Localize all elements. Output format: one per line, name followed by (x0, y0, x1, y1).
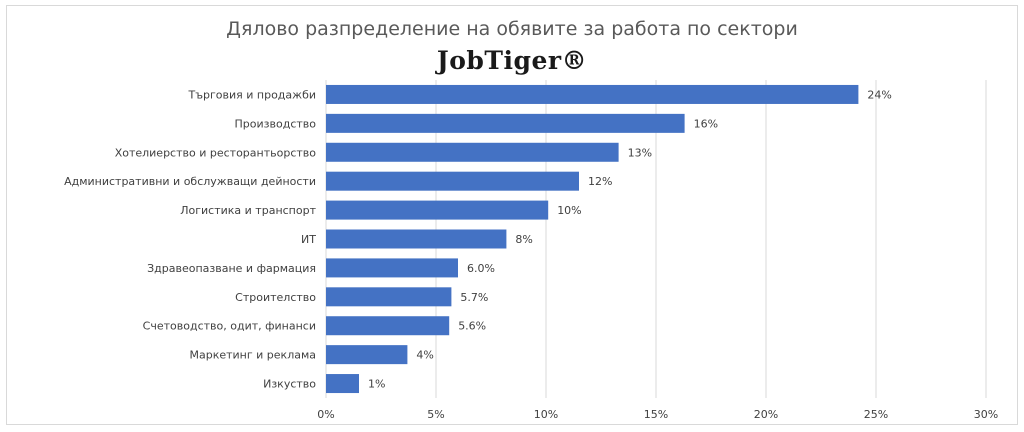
category-label: Административни и обслужващи дейности (64, 175, 316, 188)
category-label: Маркетинг и реклама (190, 349, 317, 362)
x-tick-label: 5% (427, 408, 444, 421)
data-label: 5.7% (460, 291, 488, 304)
category-label: Логистика и транспорт (180, 204, 316, 217)
bar (326, 171, 579, 191)
data-label: 5.6% (458, 320, 486, 333)
data-label: 8% (515, 233, 532, 246)
bar (326, 345, 408, 365)
data-label: 10% (557, 204, 581, 217)
data-label: 1% (368, 378, 385, 391)
bar (326, 258, 458, 278)
category-label: ИТ (301, 233, 316, 246)
x-tick-label: 20% (754, 408, 778, 421)
bar (326, 287, 452, 307)
data-label: 16% (694, 117, 718, 130)
bar (326, 84, 859, 104)
category-label: Изкуство (263, 378, 316, 391)
bar (326, 316, 450, 336)
bar (326, 200, 549, 220)
category-label: Строителство (235, 291, 316, 304)
data-label: 12% (588, 175, 612, 188)
jobtiger-logo: JobTiger® (436, 46, 588, 75)
x-tick-label: 0% (317, 408, 334, 421)
chart-title: Дялово разпределение на обявите за работ… (226, 18, 798, 40)
category-label: Производство (235, 117, 317, 130)
data-label: 13% (628, 146, 652, 159)
x-tick-label: 10% (534, 408, 558, 421)
bar (326, 229, 507, 249)
data-label: 6.0% (467, 262, 495, 275)
category-label: Счетоводство, одит, финанси (143, 320, 316, 333)
x-tick-label: 25% (864, 408, 888, 421)
bar (326, 113, 685, 133)
category-label: Здравеопазване и фармация (147, 262, 316, 275)
bar (326, 142, 619, 162)
data-label: 24% (867, 88, 891, 101)
x-tick-label: 30% (974, 408, 998, 421)
category-label: Хотелиерство и ресторантьорство (115, 146, 317, 159)
data-label: 4% (416, 349, 433, 362)
x-tick-label: 15% (644, 408, 668, 421)
bar (326, 374, 359, 394)
category-label: Търговия и продажби (188, 88, 316, 101)
